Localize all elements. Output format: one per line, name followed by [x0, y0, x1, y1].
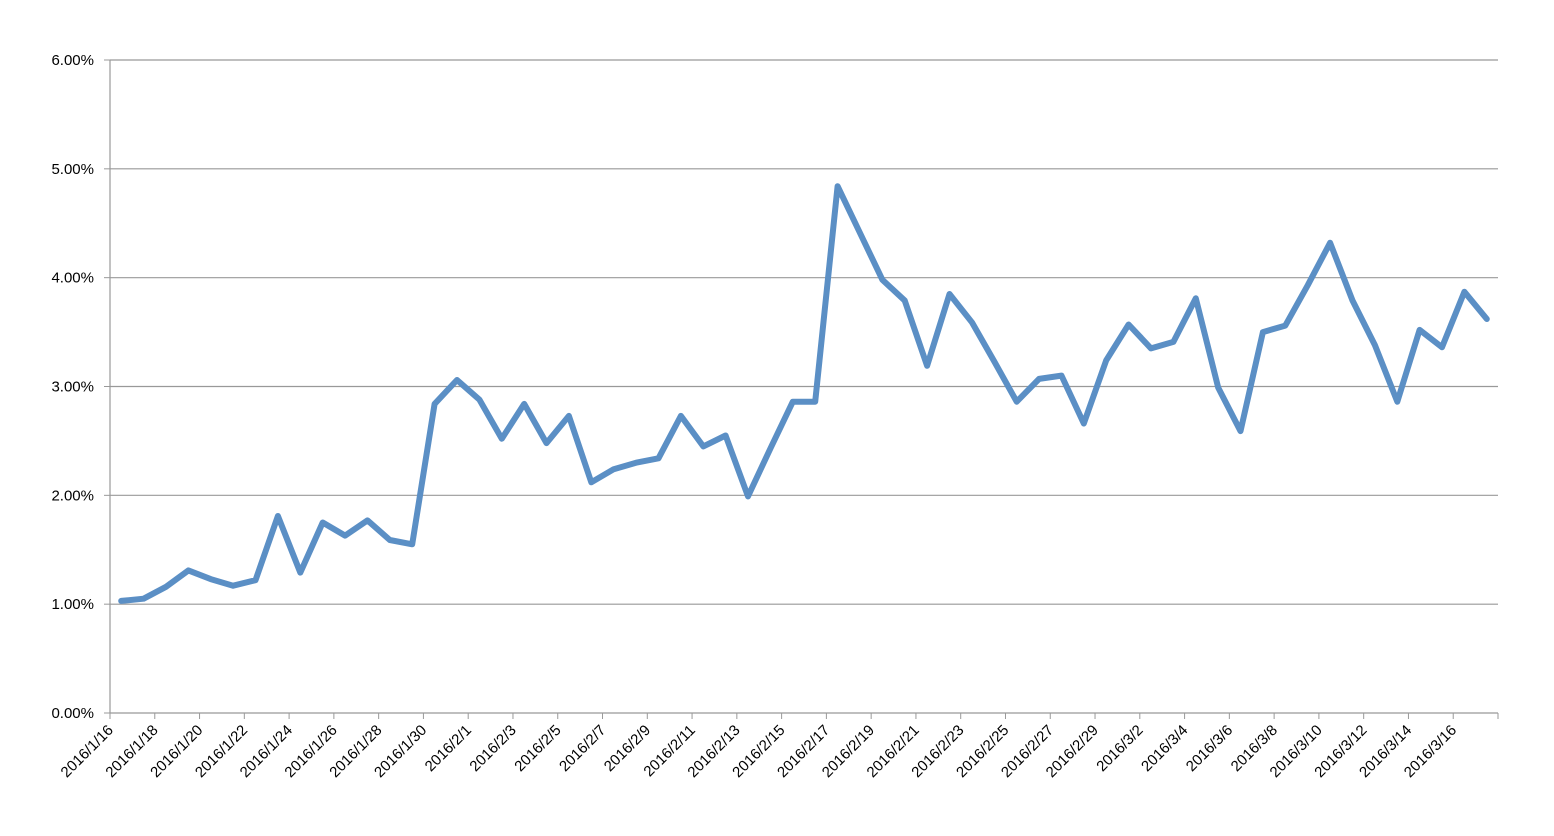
x-tick-label: 2016/2/7 — [556, 722, 609, 775]
y-tick-label: 2.00% — [51, 487, 94, 504]
y-tick-label: 0.00% — [51, 705, 94, 722]
x-tick-label: 2016/2/5 — [511, 722, 564, 775]
y-tick-label: 3.00% — [51, 379, 94, 396]
x-tick-label: 2016/3/6 — [1183, 722, 1236, 775]
y-tick-label: 6.00% — [51, 52, 94, 69]
x-tick-label: 2016/2/3 — [466, 722, 519, 775]
x-tick-label: 2016/3/2 — [1093, 722, 1146, 775]
data-line — [118, 183, 1490, 604]
y-tick-label: 4.00% — [51, 270, 94, 287]
x-tick-label: 2016/2/1 — [422, 722, 475, 775]
x-tick-label: 2016/3/4 — [1138, 722, 1191, 775]
y-tick-label: 1.00% — [51, 596, 94, 613]
y-tick-label: 5.00% — [51, 161, 94, 178]
